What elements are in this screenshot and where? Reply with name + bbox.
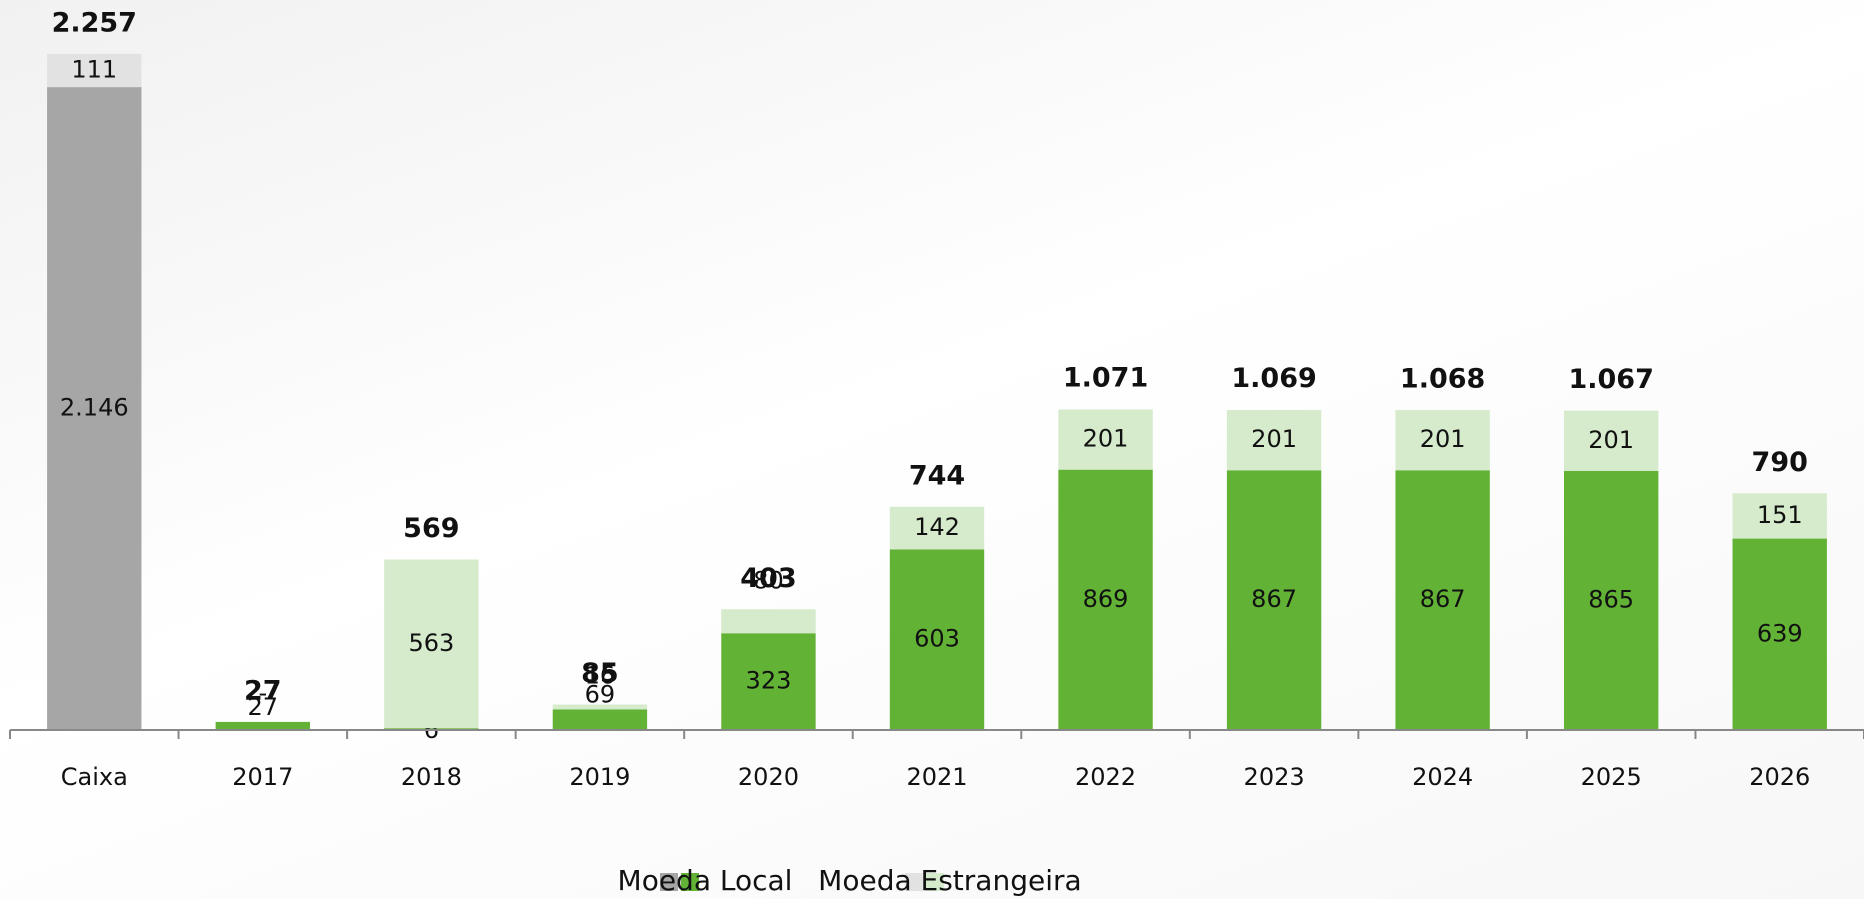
value-label: 201	[1420, 425, 1466, 453]
value-label: 201	[1251, 425, 1297, 453]
bar-segment	[721, 633, 816, 730]
value-label: 151	[1757, 501, 1803, 529]
bar-segment	[384, 559, 479, 729]
total-label: 85	[581, 658, 619, 689]
legend-swatch	[904, 873, 923, 891]
total-label: 1.067	[1568, 364, 1653, 395]
value-label: 563	[408, 629, 454, 657]
bar-segment	[47, 53, 142, 88]
x-tick-label: 2023	[1244, 763, 1305, 791]
value-label: 323	[746, 667, 792, 695]
legend-label: Moeda Local	[618, 864, 793, 897]
x-tick-label: 2018	[401, 763, 462, 791]
bar-segment	[1732, 538, 1827, 730]
x-tick-label: 2026	[1749, 763, 1810, 791]
legend-swatch	[925, 873, 944, 891]
value-label: 603	[914, 625, 960, 653]
value-label: 867	[1251, 585, 1297, 613]
total-label: 790	[1752, 447, 1808, 478]
value-label: -	[258, 679, 267, 707]
value-label: 142	[914, 513, 960, 541]
value-label: 639	[1757, 619, 1803, 647]
value-label: 16	[585, 662, 616, 690]
value-label: 69	[585, 680, 616, 708]
value-label: 2.146	[60, 394, 129, 422]
bar-segment	[215, 721, 311, 730]
bar-segment	[1058, 469, 1153, 730]
legend-swatch	[660, 873, 678, 891]
total-label: 1.068	[1400, 364, 1485, 395]
total-label: 27	[244, 675, 282, 706]
x-tick-label: 2020	[738, 763, 799, 791]
x-tick-label: 2019	[569, 763, 630, 791]
bar-segment	[889, 506, 985, 550]
legend-swatch	[681, 873, 699, 891]
total-label: 403	[740, 563, 796, 594]
x-tick-label: Caixa	[61, 763, 128, 791]
bar-segment	[1395, 470, 1490, 730]
bar-segment	[1226, 470, 1322, 730]
value-label: 80	[753, 566, 784, 594]
bar-segment	[1226, 410, 1322, 471]
total-label: 569	[403, 513, 459, 544]
bar-segment	[889, 549, 985, 730]
bar-segment	[1732, 493, 1827, 539]
total-label: 1.071	[1063, 363, 1148, 394]
x-tick-label: 2021	[906, 763, 967, 791]
value-label: 201	[1588, 426, 1634, 454]
bar-segment	[552, 709, 648, 730]
bar-segment	[552, 704, 648, 710]
total-label: 2.257	[52, 7, 137, 38]
value-label: 869	[1083, 585, 1129, 613]
bar-segment	[1058, 409, 1153, 470]
bar-segment	[1563, 470, 1659, 730]
value-label: 201	[1083, 425, 1129, 453]
x-tick-label: 2024	[1412, 763, 1473, 791]
value-label: 27	[248, 693, 279, 721]
value-label: 867	[1420, 585, 1466, 613]
x-tick-label: 2017	[232, 763, 293, 791]
x-tick-label: 2025	[1581, 763, 1642, 791]
bar-segment	[47, 87, 142, 730]
legend-label: Moeda Estrangeira	[818, 864, 1081, 897]
bar-segment	[721, 609, 816, 634]
bar-segment	[1563, 410, 1659, 471]
total-label: 744	[909, 461, 965, 492]
x-tick-label: 2022	[1075, 763, 1136, 791]
value-label: 111	[71, 55, 117, 83]
value-label: 865	[1588, 585, 1634, 613]
bar-segment	[1395, 410, 1490, 471]
total-label: 1.069	[1231, 363, 1316, 394]
